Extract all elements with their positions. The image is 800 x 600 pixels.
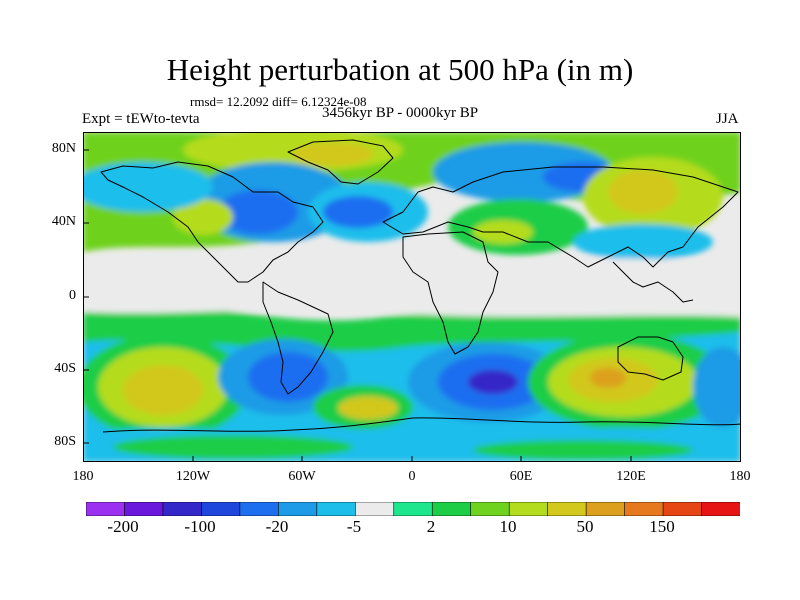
colorbar-label: 150	[649, 517, 675, 536]
lon-label: 180	[72, 469, 94, 484]
colorbar-swatch	[470, 502, 510, 516]
stats-text: rmsd= 12.2092 diff= 6.12324e-08	[190, 94, 367, 109]
lon-label: 180	[729, 469, 751, 484]
lat-label: 40S	[54, 361, 76, 376]
coastlines	[100, 139, 741, 433]
axis-ticks	[83, 132, 632, 462]
colorbar-swatch	[585, 502, 626, 516]
colorbar-swatch	[278, 502, 318, 516]
lat-label: 0	[69, 288, 76, 303]
world-map	[83, 132, 741, 462]
colorbar-swatch	[162, 502, 203, 516]
period-label: 3456kyr BP - 0000kyr BP	[322, 105, 479, 121]
colorbar-swatch	[508, 502, 549, 516]
colorbar-swatch	[547, 502, 587, 516]
colorbar-swatch	[354, 502, 395, 516]
colorbar-swatch	[239, 502, 279, 516]
colorbar-swatch	[624, 502, 664, 516]
colorbar-swatch	[201, 502, 241, 516]
colorbar-label: 2	[426, 517, 436, 536]
colorbar-label: -200	[107, 517, 139, 536]
colorbar-swatch	[316, 502, 356, 516]
experiment-label: Expt = tEWto-tevta	[82, 111, 200, 127]
anomaly-field	[83, 132, 741, 462]
lat-label: 80N	[51, 141, 76, 156]
colorbar-label: 10	[499, 517, 517, 536]
colorbar-swatch	[393, 502, 433, 516]
colorbar-swatch	[431, 502, 472, 516]
season-label: JJA	[716, 111, 739, 127]
colorbar-swatch	[86, 502, 126, 516]
colorbar	[86, 502, 740, 516]
lon-label: 120W	[175, 469, 211, 484]
lon-label: 120E	[616, 469, 646, 484]
colorbar-label: -100	[184, 517, 216, 536]
map-title: Height perturbation at 500 hPa (in m)	[166, 52, 634, 87]
colorbar-label: -5	[346, 517, 362, 536]
lon-label: 60W	[288, 469, 316, 484]
colorbar-swatch	[701, 502, 740, 516]
colorbar-label: -20	[265, 517, 289, 536]
colorbar-swatch	[124, 502, 164, 516]
lat-label: 40N	[51, 214, 76, 229]
lon-label: 0	[408, 469, 416, 484]
lat-label: 80S	[54, 434, 76, 449]
lon-label: 60E	[509, 469, 533, 484]
colorbar-label: 50	[576, 517, 594, 536]
colorbar-swatch	[662, 502, 703, 516]
